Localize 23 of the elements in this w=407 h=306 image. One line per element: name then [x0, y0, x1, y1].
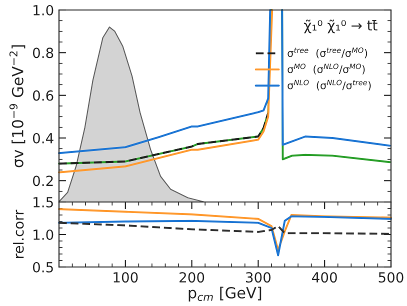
y-tick-label: 1.0: [34, 229, 54, 240]
y-axis-title: σv [10$^{−9}$ GeV$^{−2}$]: [9, 45, 26, 168]
x-axis-title: p$_{cm}$ [GeV]: [188, 286, 262, 302]
y-axis-title: rel.corr: [13, 210, 24, 258]
line-series: [58, 208, 392, 252]
legend-label: σ$^{NLO}$ (σ$^{NLO}$/σ$^{tree}$): [288, 80, 371, 91]
legend-label: σ$^{tree}$ (σ$^{tree}$/σ$^{MO}$): [288, 47, 368, 58]
legend-label: σ$^{MO}$ (σ$^{NLO}$/σ$^{MO}$): [288, 64, 365, 74]
y-tick-label: 0.4: [32, 132, 54, 144]
line-series: [58, 215, 392, 256]
y-tick-label: 0.2: [32, 176, 53, 186]
annotation: χ̃₁⁰ χ̃₁⁰ → tt̄: [304, 20, 378, 34]
y-tick-label: 0.5: [32, 262, 53, 272]
x-tick-label: 300: [246, 272, 271, 283]
x-tick-label: 100: [114, 272, 138, 283]
x-tick-label: 400: [312, 272, 337, 283]
y-tick-label: 1.5: [34, 197, 53, 208]
x-tick-label: 500: [378, 272, 404, 283]
line-series: [58, 222, 392, 235]
y-tick-label: 0.6: [32, 90, 54, 101]
y-tick-label: 0.8: [32, 48, 54, 58]
x-tick-label: 200: [180, 272, 204, 283]
y-tick-label: 1.0: [34, 4, 54, 16]
